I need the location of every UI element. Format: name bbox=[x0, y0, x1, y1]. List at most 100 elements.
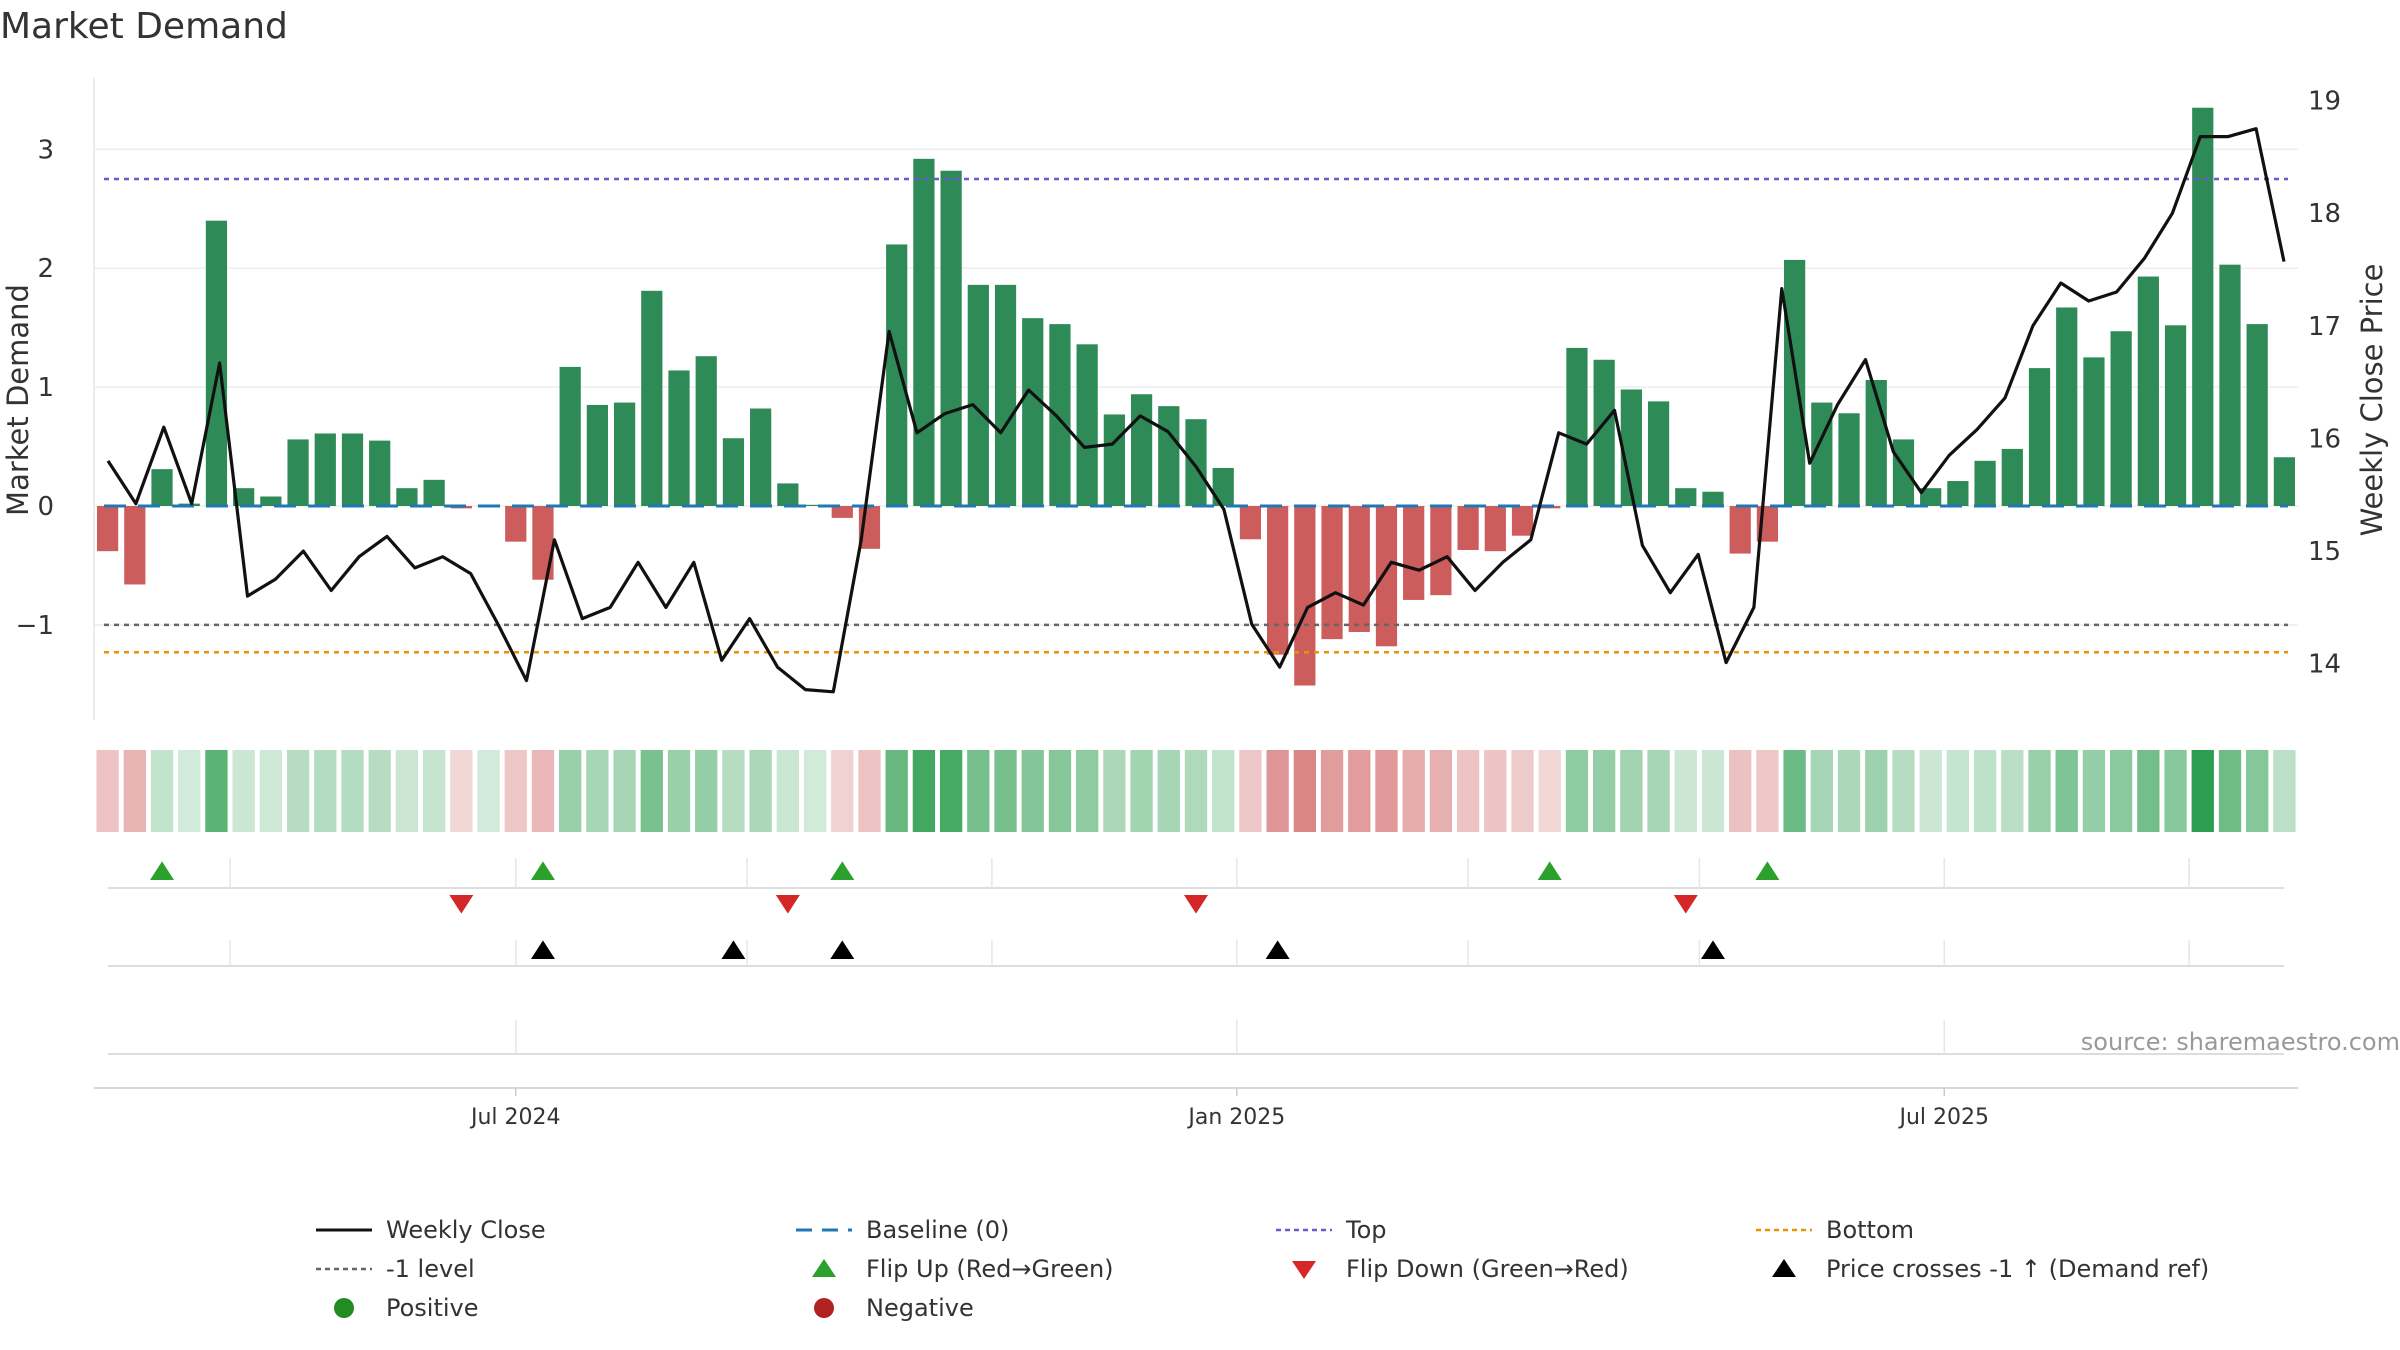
positive-bar bbox=[1049, 324, 1071, 506]
y2-tick-label: 15 bbox=[2308, 537, 2341, 567]
positive-bar bbox=[1212, 467, 1234, 506]
positive-bar bbox=[1076, 344, 1098, 506]
legend-item: Flip Down (Green→Red) bbox=[1292, 1255, 1629, 1283]
price-cross-marker bbox=[1700, 940, 1725, 959]
legend-label: Flip Down (Green→Red) bbox=[1346, 1255, 1629, 1283]
positive-bar bbox=[205, 220, 228, 506]
heat-cell bbox=[205, 750, 228, 832]
negative-bar bbox=[96, 506, 119, 552]
legend-item: -1 level bbox=[316, 1255, 475, 1283]
flip-up-marker bbox=[530, 861, 555, 880]
legend-item: Baseline (0) bbox=[796, 1216, 1009, 1244]
negative-bar bbox=[1430, 506, 1452, 596]
heat-cell bbox=[1810, 750, 1833, 832]
flip-down-marker bbox=[449, 895, 474, 914]
positive-bar bbox=[341, 433, 364, 506]
heat-cell bbox=[1076, 750, 1099, 832]
negative-bar bbox=[124, 506, 146, 585]
positive-bar bbox=[913, 158, 935, 506]
heat-cell bbox=[1130, 750, 1153, 832]
negative-bar bbox=[1348, 506, 1370, 633]
negative-bar bbox=[1375, 506, 1398, 647]
positive-bar bbox=[2246, 324, 2268, 506]
y-tick-label: 0 bbox=[37, 492, 54, 522]
negative-bar bbox=[1729, 506, 1751, 554]
demand-heat-strip bbox=[96, 750, 2296, 832]
heat-cell bbox=[1212, 750, 1235, 832]
heat-cell bbox=[1565, 750, 1589, 832]
positive-bar bbox=[940, 170, 962, 506]
negative-bar bbox=[1239, 506, 1262, 540]
heat-cell bbox=[96, 750, 119, 832]
legend-label: Top bbox=[1345, 1216, 1387, 1244]
heat-cell bbox=[477, 750, 500, 832]
positive-bar bbox=[2001, 448, 2023, 506]
legend-item: Positive bbox=[334, 1294, 479, 1322]
legend-label: Positive bbox=[386, 1294, 479, 1322]
positive-bar bbox=[2056, 307, 2078, 506]
price-cross-marker bbox=[1265, 940, 1290, 959]
legend-label: Price crosses -1 ↑ (Demand ref) bbox=[1826, 1255, 2209, 1283]
positive-bar bbox=[1620, 389, 1642, 506]
positive-bar bbox=[886, 244, 908, 506]
heat-cell bbox=[314, 750, 337, 832]
legend-item: Price crosses -1 ↑ (Demand ref) bbox=[1772, 1255, 2209, 1283]
heat-cell bbox=[450, 750, 473, 832]
heat-cell bbox=[559, 750, 582, 832]
weekly-close-line bbox=[106, 127, 2286, 694]
heat-cell bbox=[939, 750, 963, 832]
legend-label: Flip Up (Red→Green) bbox=[866, 1255, 1114, 1283]
positive-bar bbox=[668, 370, 690, 506]
heat-cell bbox=[1592, 750, 1616, 832]
heat-cell bbox=[1756, 750, 1779, 832]
legend-swatch bbox=[334, 1298, 354, 1318]
positive-bar bbox=[423, 479, 445, 506]
positive-bar bbox=[1022, 318, 1044, 506]
heat-cell bbox=[2164, 750, 2187, 832]
positive-bar bbox=[2028, 368, 2051, 506]
y2-tick-label: 14 bbox=[2308, 650, 2341, 680]
positive-bar bbox=[2192, 107, 2214, 506]
positive-bar bbox=[2164, 325, 2187, 506]
negative-bar bbox=[1511, 506, 1534, 536]
y-tick-label: 1 bbox=[37, 373, 54, 403]
price-cross-marker bbox=[721, 940, 746, 959]
positive-bar bbox=[1103, 414, 1125, 506]
heat-cell bbox=[1456, 750, 1480, 832]
heat-cell bbox=[2218, 750, 2242, 832]
legend-label: -1 level bbox=[386, 1255, 475, 1283]
heat-cell bbox=[776, 750, 800, 832]
heat-cell bbox=[749, 750, 772, 832]
positive-bar bbox=[1593, 359, 1615, 506]
y-tick-label: 2 bbox=[37, 254, 54, 284]
negative-bar bbox=[1457, 506, 1479, 550]
positive-bar bbox=[967, 284, 989, 506]
positive-bar bbox=[287, 439, 309, 506]
y2-tick-label: 18 bbox=[2308, 199, 2341, 229]
negative-bar bbox=[1321, 506, 1343, 640]
heat-cell bbox=[368, 750, 391, 832]
positive-bar bbox=[750, 408, 772, 506]
positive-bar bbox=[151, 469, 173, 506]
heat-cell bbox=[1620, 750, 1643, 832]
heat-cell bbox=[1837, 750, 1861, 832]
demand-bars bbox=[96, 107, 2296, 686]
x-tick-label: Jan 2025 bbox=[1186, 1105, 1285, 1130]
chart-title: Market Demand bbox=[0, 6, 288, 47]
heat-cell bbox=[1320, 750, 1344, 832]
positive-bar bbox=[994, 284, 1017, 506]
heat-cell bbox=[858, 750, 881, 832]
flip-up-marker bbox=[1537, 861, 1562, 880]
heat-cell bbox=[1048, 750, 1072, 832]
legend-item: Bottom bbox=[1756, 1216, 1914, 1244]
legend-swatch bbox=[812, 1259, 836, 1277]
heat-cell bbox=[2028, 750, 2051, 832]
legend: Weekly Close Baseline (0) Top Bottom -1 leve… bbox=[316, 1216, 2209, 1322]
heat-cell bbox=[994, 750, 1017, 832]
negative-bar bbox=[505, 506, 527, 542]
heat-cell bbox=[286, 750, 310, 832]
heat-cell bbox=[2137, 750, 2160, 832]
y2-tick-label: 17 bbox=[2308, 312, 2341, 342]
heat-cell bbox=[912, 750, 936, 832]
